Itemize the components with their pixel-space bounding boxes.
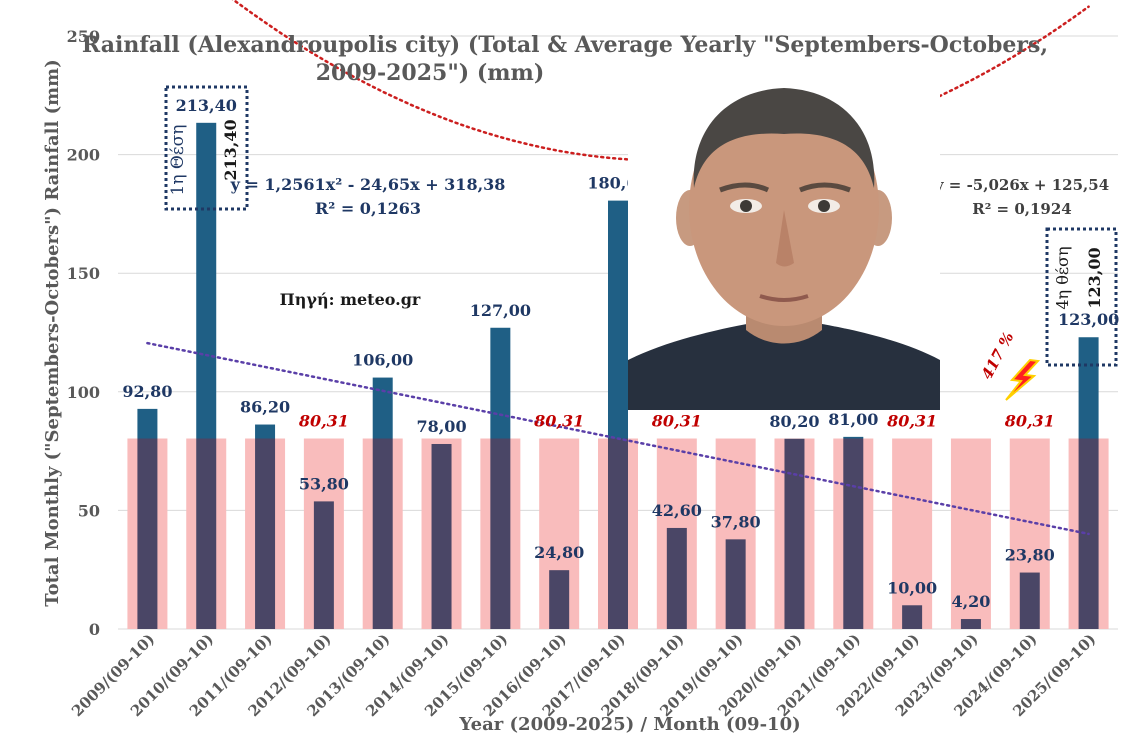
value-label: 53,80 <box>299 474 349 493</box>
value-label: 92,80 <box>122 382 172 401</box>
rainfall-bar-upper <box>137 408 158 439</box>
rainfall-bar-upper <box>372 377 393 439</box>
y-axis-ticks: 0 50 100 150 200 250 <box>67 27 100 639</box>
data-labels: 92,80 213,40 86,20 53,80 106,00 78,00 127,00 24… <box>122 96 1119 611</box>
value-label: 24,80 <box>534 543 584 562</box>
rainfall-bar <box>725 539 746 629</box>
value-label: 81,00 <box>828 410 878 429</box>
y-tick-label: 150 <box>67 264 100 283</box>
value-label: 23,80 <box>1005 546 1055 565</box>
value-label: 106,00 <box>352 351 413 370</box>
average-bar <box>892 438 933 629</box>
polynomial-trend-r2: R² = 0,1263 <box>315 199 421 218</box>
rainfall-bar <box>431 443 452 629</box>
rainfall-bar-upper <box>196 122 217 439</box>
rainfall-bar-upper <box>255 424 276 439</box>
rainfall-bar-upper <box>608 200 628 439</box>
portrait-photo <box>628 78 940 410</box>
rainfall-bar <box>608 438 628 629</box>
percent-annotation: 417 % <box>978 329 1018 382</box>
linear-trend-equation: y = -5,026x + 125,54 <box>934 176 1109 194</box>
lightning-bolt-icon <box>1005 358 1041 401</box>
value-label: 86,20 <box>240 398 290 417</box>
average-label: 80,31 <box>886 412 937 431</box>
linear-trend-r2: R² = 0,1924 <box>972 200 1071 218</box>
rank-1-value: 213,40 <box>221 119 240 180</box>
portrait-illustration <box>628 78 940 410</box>
rainfall-bar-upper <box>1078 337 1099 439</box>
x-axis-ticks: 2009/(09-10)2010/(09-10)2011/(09-10)2012… <box>68 630 1099 720</box>
value-label: 37,80 <box>711 512 761 531</box>
average-label: 80,31 <box>1004 412 1055 431</box>
rainfall-bar <box>666 527 687 629</box>
rainfall-bar <box>313 501 334 629</box>
trendlines <box>146 0 1090 536</box>
rainfall-bar <box>784 438 805 629</box>
rank-4-label: 4η θέση <box>1053 246 1072 309</box>
value-label: 80,20 <box>769 412 819 431</box>
rainfall-bars <box>137 122 1099 629</box>
value-label: 10,00 <box>887 578 937 597</box>
polynomial-trendline <box>231 0 1090 162</box>
value-label: 4,20 <box>951 592 990 611</box>
y-tick-label: 200 <box>67 146 100 165</box>
chart-title-line-2: 2009-2025") (mm) <box>316 60 545 86</box>
rank-1-box <box>164 85 249 211</box>
rainfall-bar <box>960 619 981 629</box>
source-note: Πηγή: meteo.gr <box>280 290 421 309</box>
average-label: 80,31 <box>298 412 349 431</box>
rainfall-bar <box>255 438 276 629</box>
rainfall-bar <box>902 605 923 629</box>
rainfall-bar-upper <box>490 327 511 439</box>
rainfall-bar <box>1019 572 1040 629</box>
rank-4-box <box>1045 227 1118 367</box>
rainfall-bar <box>196 438 217 629</box>
chart-title-line-1: Rainfall (Alexandroupolis city) (Total &… <box>82 32 1048 58</box>
average-label: 80,31 <box>533 412 584 431</box>
value-label: 123,00 <box>1058 310 1119 329</box>
y-tick-label: 50 <box>78 501 100 520</box>
value-label: 78,00 <box>416 417 466 436</box>
average-bar <box>950 438 991 629</box>
rainfall-bar <box>549 570 570 629</box>
y-tick-label: 0 <box>89 620 100 639</box>
y-tick-label: 250 <box>67 27 100 46</box>
rank-1-label: 1η Θέση <box>168 125 188 196</box>
value-label: 213,40 <box>176 96 237 115</box>
value-label: 42,60 <box>652 501 702 520</box>
rainfall-bar-upper <box>843 436 864 439</box>
polynomial-trend-equation: y = 1,2561x² - 24,65x + 318,38 <box>230 175 506 194</box>
average-label: 80,31 <box>651 412 702 431</box>
y-tick-label: 100 <box>67 383 100 402</box>
x-axis-label: Year (2009-2025) / Month (09-10) <box>458 714 800 735</box>
rainfall-bar <box>843 438 864 629</box>
rainfall-bar <box>490 438 511 629</box>
linear-trendline <box>146 341 1090 536</box>
value-label: 127,00 <box>470 301 531 320</box>
rank-4-value: 123,00 <box>1085 247 1104 308</box>
rainfall-bar <box>372 438 393 629</box>
y-axis-label: Total Monthly ("Septembers-Octobers") Ra… <box>42 59 63 606</box>
rainfall-bar <box>137 438 158 629</box>
